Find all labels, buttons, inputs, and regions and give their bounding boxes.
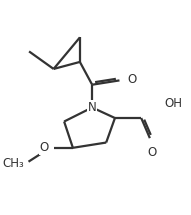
Text: CH₃: CH₃ bbox=[2, 157, 24, 170]
Text: O: O bbox=[39, 141, 48, 154]
Text: O: O bbox=[127, 73, 136, 86]
Text: OH: OH bbox=[164, 97, 182, 111]
Text: O: O bbox=[15, 157, 24, 170]
Text: N: N bbox=[88, 101, 96, 114]
Text: O: O bbox=[147, 146, 156, 159]
